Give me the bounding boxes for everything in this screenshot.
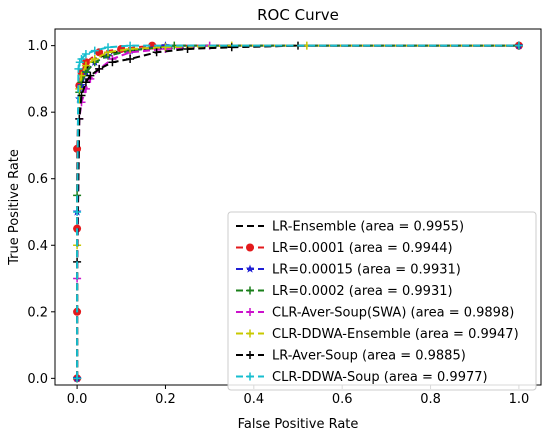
legend-marker bbox=[245, 264, 255, 273]
legend-marker bbox=[246, 286, 254, 295]
data-point bbox=[77, 54, 86, 63]
x-tick-label: 1.0 bbox=[509, 392, 530, 407]
x-tick-label: 0.4 bbox=[243, 392, 264, 407]
legend-box bbox=[227, 211, 537, 391]
x-tick-label: 0.6 bbox=[332, 392, 353, 407]
data-point bbox=[104, 43, 113, 52]
legend-entry: LR=0.0001 (area = 0.9944) bbox=[236, 241, 453, 256]
y-tick-label: 1.0 bbox=[27, 39, 48, 54]
legend-marker bbox=[246, 243, 254, 252]
y-tick-label: 0.6 bbox=[27, 172, 48, 187]
y-tick-label: 0.4 bbox=[27, 239, 48, 254]
data-point bbox=[74, 64, 83, 73]
x-axis: 0.0 0.2 0.4 0.6 0.8 1.0 bbox=[67, 385, 530, 407]
data-point bbox=[514, 41, 523, 50]
legend-entry: LR-Ensemble (area = 0.9955) bbox=[236, 220, 464, 235]
y-tick-label: 0.2 bbox=[27, 305, 48, 320]
data-point bbox=[81, 61, 90, 70]
legend-marker bbox=[246, 329, 254, 338]
data-point bbox=[152, 48, 161, 57]
data-point bbox=[90, 46, 99, 55]
x-tick-label: 0.0 bbox=[67, 392, 88, 407]
data-point bbox=[73, 374, 82, 383]
series-7 bbox=[73, 41, 523, 383]
legend-label: LR-Ensemble (area = 0.9955) bbox=[272, 220, 464, 235]
legend-entry: LR=0.0002 (area = 0.9931) bbox=[236, 284, 453, 299]
series-line bbox=[76, 44, 519, 379]
data-point bbox=[126, 41, 135, 50]
data-point bbox=[75, 84, 84, 93]
legend-marker bbox=[246, 372, 254, 381]
legend-entry: LR-Aver-Soup (area = 0.9885) bbox=[236, 349, 466, 364]
data-point bbox=[126, 54, 135, 63]
legend-entry: CLR-Aver-Soup(SWA) (area = 0.9898) bbox=[236, 306, 514, 321]
data-point bbox=[108, 58, 117, 67]
y-tick-label: 0.0 bbox=[27, 372, 48, 387]
plot-lines bbox=[72, 41, 524, 383]
legend-label: LR=0.0001 (area = 0.9944) bbox=[272, 241, 453, 256]
x-tick-label: 0.8 bbox=[420, 392, 441, 407]
data-point bbox=[73, 207, 82, 216]
chart-title: ROC Curve bbox=[257, 6, 339, 24]
data-point bbox=[77, 91, 86, 100]
legend-label: CLR-Aver-Soup(SWA) (area = 0.9898) bbox=[272, 306, 514, 321]
legend-label: CLR-DDWA-Ensemble (area = 0.9947) bbox=[272, 327, 519, 342]
y-axis: 0.0 0.2 0.4 0.6 0.8 1.0 bbox=[27, 39, 55, 387]
series-line bbox=[76, 44, 519, 379]
x-tick-label: 0.2 bbox=[155, 392, 176, 407]
y-axis-label: True Positive Rate bbox=[7, 149, 22, 266]
legend-marker bbox=[246, 308, 254, 316]
data-point bbox=[161, 43, 170, 52]
data-point bbox=[75, 114, 84, 123]
x-axis-label: False Positive Rate bbox=[238, 417, 359, 432]
data-point bbox=[227, 43, 236, 52]
legend-label: LR=0.00015 (area = 0.9931) bbox=[272, 263, 461, 278]
legend-label: LR-Aver-Soup (area = 0.9885) bbox=[272, 349, 466, 364]
legend: LR-Ensemble (area = 0.9955) LR=0.0001 (ar… bbox=[227, 211, 537, 391]
legend-entry: LR=0.00015 (area = 0.9931) bbox=[236, 263, 461, 278]
legend-entry: CLR-DDWA-Ensemble (area = 0.9947) bbox=[236, 327, 519, 342]
data-point bbox=[81, 78, 90, 87]
data-point bbox=[95, 64, 104, 73]
data-point bbox=[90, 54, 99, 63]
y-tick-label: 0.8 bbox=[27, 106, 48, 121]
legend-label: CLR-DDWA-Soup (area = 0.9977) bbox=[272, 370, 488, 385]
data-point bbox=[86, 71, 95, 80]
data-point bbox=[81, 49, 90, 58]
legend-marker bbox=[246, 351, 254, 359]
legend-label: LR=0.0002 (area = 0.9931) bbox=[272, 284, 453, 299]
legend-entry: CLR-DDWA-Soup (area = 0.9977) bbox=[236, 370, 488, 385]
